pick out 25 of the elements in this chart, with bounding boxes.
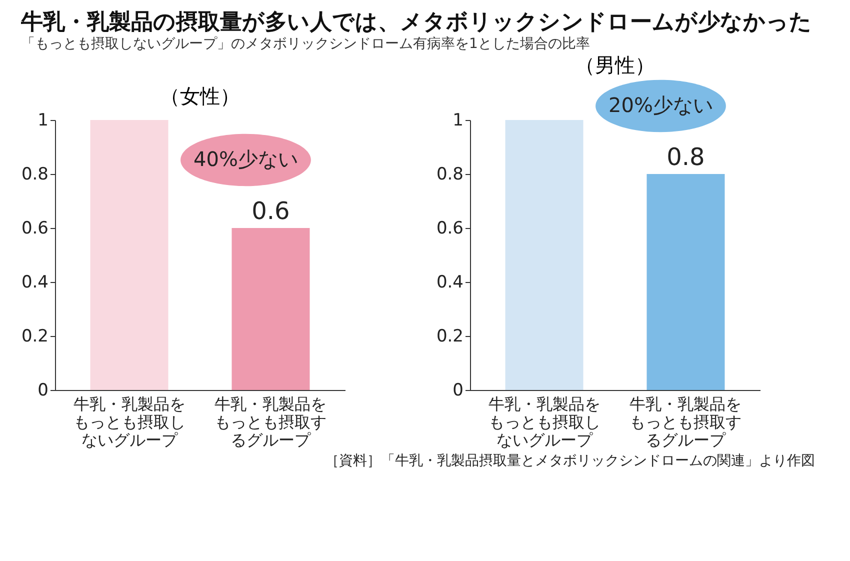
annotation: 20%少ない [608, 93, 713, 117]
annotation: 40%少ない [194, 147, 298, 171]
x-tick-label: 牛乳・乳製品をもっとも摂取しないグループ [488, 394, 600, 450]
y-tick-label: 0.8 [21, 164, 48, 184]
y-tick-label: 0.2 [436, 326, 464, 346]
chart-title: （男性） [575, 52, 655, 77]
x-tick-label: 牛乳・乳製品をもっとも摂取しないグループ [73, 394, 186, 450]
data-label: 0.6 [252, 197, 290, 225]
y-tick-label: 0.4 [436, 272, 464, 292]
y-tick-label: 0.6 [21, 218, 48, 238]
data-label: 0.8 [666, 143, 705, 171]
text: ［資料］「牛乳・乳製品摂取量とメタボリックシンドロームの関連」より作図 [325, 453, 815, 469]
y-tick-label: 0.2 [21, 326, 48, 346]
y-tick-label: 0.8 [436, 164, 464, 184]
y-tick-label: 0.6 [436, 218, 464, 238]
y-tick-label: 1 [452, 110, 464, 130]
x-tick-label: 牛乳・乳製品をもっとも摂取するグループ [214, 394, 327, 450]
y-tick-label: 0.4 [21, 272, 48, 292]
y-tick-label: 0 [452, 380, 464, 400]
text: 「もっとも摂取しないグループ」のメタボリックシンドローム有病率を1とした場合の比率 [20, 36, 590, 52]
y-tick-label: 1 [38, 110, 48, 130]
chart-title: （女性） [160, 84, 240, 108]
y-tick-label: 0 [38, 380, 48, 400]
x-tick-label: 牛乳・乳製品をもっとも摂取するグループ [630, 394, 742, 450]
text: 牛乳・乳製品の摂取量が多い人では、メタボリックシンドロームが少なかった [20, 10, 812, 35]
